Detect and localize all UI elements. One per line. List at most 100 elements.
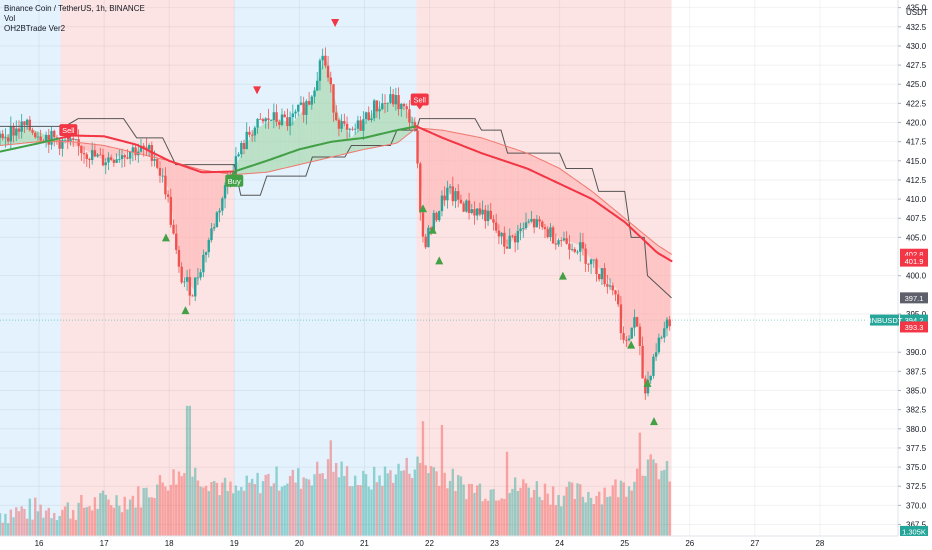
trend-slow-line-segment bbox=[637, 228, 641, 232]
volume-bar bbox=[101, 490, 105, 536]
candle-body bbox=[419, 163, 422, 213]
trend-fill-segment bbox=[309, 101, 312, 163]
trend-fill-segment bbox=[568, 174, 571, 242]
candle-body bbox=[188, 277, 191, 296]
volume-label[interactable]: Vol bbox=[4, 14, 16, 23]
trend-fill-segment bbox=[525, 152, 528, 229]
time-tick-label: 24 bbox=[555, 539, 564, 548]
trend-fill-segment bbox=[179, 163, 181, 268]
price-tick-label: 387.5 bbox=[906, 367, 927, 376]
volume-bar bbox=[123, 496, 126, 536]
candle-body bbox=[166, 194, 170, 197]
trend-fill-segment bbox=[641, 232, 643, 357]
candle-body bbox=[435, 212, 438, 221]
candle-body bbox=[63, 139, 67, 141]
volume-bar bbox=[310, 485, 314, 536]
indicator-label[interactable]: OH2BTrade Ver2 bbox=[4, 24, 66, 33]
candle-body bbox=[522, 228, 525, 229]
trend-fill-segment bbox=[557, 167, 559, 237]
trend-fill-segment bbox=[594, 193, 597, 265]
candle-body bbox=[80, 145, 83, 154]
trend-fill-segment bbox=[562, 170, 564, 239]
volume-bar bbox=[53, 512, 56, 536]
candle-body bbox=[275, 112, 278, 122]
volume-bar bbox=[234, 485, 238, 536]
trend-slow-line-segment bbox=[590, 190, 594, 194]
candle-body bbox=[278, 121, 281, 125]
volume-bar bbox=[332, 471, 335, 536]
candle-body bbox=[584, 248, 587, 264]
volume-bar bbox=[223, 477, 227, 536]
candle-body bbox=[131, 147, 135, 153]
candle-body bbox=[256, 118, 259, 128]
price-tick-label: 427.5 bbox=[906, 61, 927, 70]
candle-body bbox=[242, 143, 246, 150]
trend-fill-segment bbox=[521, 151, 524, 233]
price-tag bbox=[900, 248, 928, 260]
volume-bar bbox=[221, 482, 224, 536]
trend-fill-segment bbox=[239, 155, 241, 175]
trend-fill-segment bbox=[515, 149, 517, 239]
trend-fill-segment bbox=[616, 211, 619, 291]
candle-body bbox=[508, 235, 511, 249]
trend-fill-segment bbox=[533, 156, 535, 223]
trend-fill-segment bbox=[529, 154, 531, 226]
trend-slow-line-segment bbox=[598, 196, 602, 200]
trend-fill-segment bbox=[488, 140, 490, 217]
trend-fill-segment bbox=[589, 189, 591, 259]
trend-fill-segment bbox=[113, 147, 115, 158]
trend-fill-segment bbox=[625, 219, 628, 349]
trend-fill-segment bbox=[426, 128, 429, 244]
candle-body bbox=[6, 137, 10, 142]
candle-body bbox=[204, 252, 208, 255]
trend-slow-line-segment bbox=[616, 211, 620, 215]
candle-body bbox=[608, 285, 612, 287]
trend-fill-segment bbox=[391, 101, 394, 145]
candle-body bbox=[183, 281, 186, 283]
trend-fill-segment bbox=[147, 151, 149, 156]
trend-fill-segment bbox=[364, 120, 366, 150]
trend-fill-segment bbox=[635, 226, 637, 325]
trend-fill-segment bbox=[171, 161, 174, 217]
trend-fill-segment bbox=[615, 210, 617, 290]
trend-fill-segment bbox=[510, 147, 512, 243]
volume-bar bbox=[286, 483, 289, 536]
trend-slow-line-segment bbox=[405, 133, 410, 137]
candle-body bbox=[478, 208, 482, 215]
candle-body bbox=[329, 77, 332, 85]
buy-arrow-icon bbox=[649, 417, 658, 426]
trend-slow-line-segment bbox=[613, 209, 618, 213]
trend-fill-segment bbox=[88, 143, 90, 153]
trend-fill-segment bbox=[628, 221, 630, 350]
trend-fill-segment bbox=[419, 128, 421, 172]
trend-fill-segment bbox=[497, 143, 499, 231]
trend-fill-segment bbox=[287, 121, 289, 168]
trend-fill-segment bbox=[180, 164, 183, 276]
symbol-title[interactable]: Binance Coin / TetherUS, 1h, BINANCE bbox=[4, 4, 145, 13]
candle-body bbox=[589, 259, 593, 265]
volume-bar bbox=[212, 480, 216, 536]
trend-fill-segment bbox=[68, 141, 71, 145]
candle-body bbox=[177, 249, 181, 267]
candle-body bbox=[408, 109, 411, 123]
candle-body bbox=[25, 119, 29, 126]
trend-fill-segment bbox=[105, 145, 107, 161]
trend-fill-segment bbox=[494, 142, 496, 227]
candle-body bbox=[513, 235, 517, 243]
trend-fill-segment bbox=[637, 228, 640, 325]
trend-fill-segment bbox=[667, 251, 669, 327]
trend-fill-segment bbox=[286, 121, 288, 168]
candle-body bbox=[4, 137, 7, 139]
trend-fill-segment bbox=[187, 165, 189, 284]
volume-bar bbox=[614, 479, 617, 536]
candle-body bbox=[627, 338, 631, 341]
trend-fill-segment bbox=[493, 141, 495, 225]
trend-fill-segment bbox=[502, 144, 504, 239]
trend-fill-segment bbox=[318, 71, 321, 161]
trend-fill-segment bbox=[532, 155, 534, 224]
candle-body bbox=[454, 191, 457, 202]
volume-bar bbox=[17, 511, 21, 536]
candle-body bbox=[397, 95, 400, 110]
volume-bar bbox=[66, 502, 69, 536]
